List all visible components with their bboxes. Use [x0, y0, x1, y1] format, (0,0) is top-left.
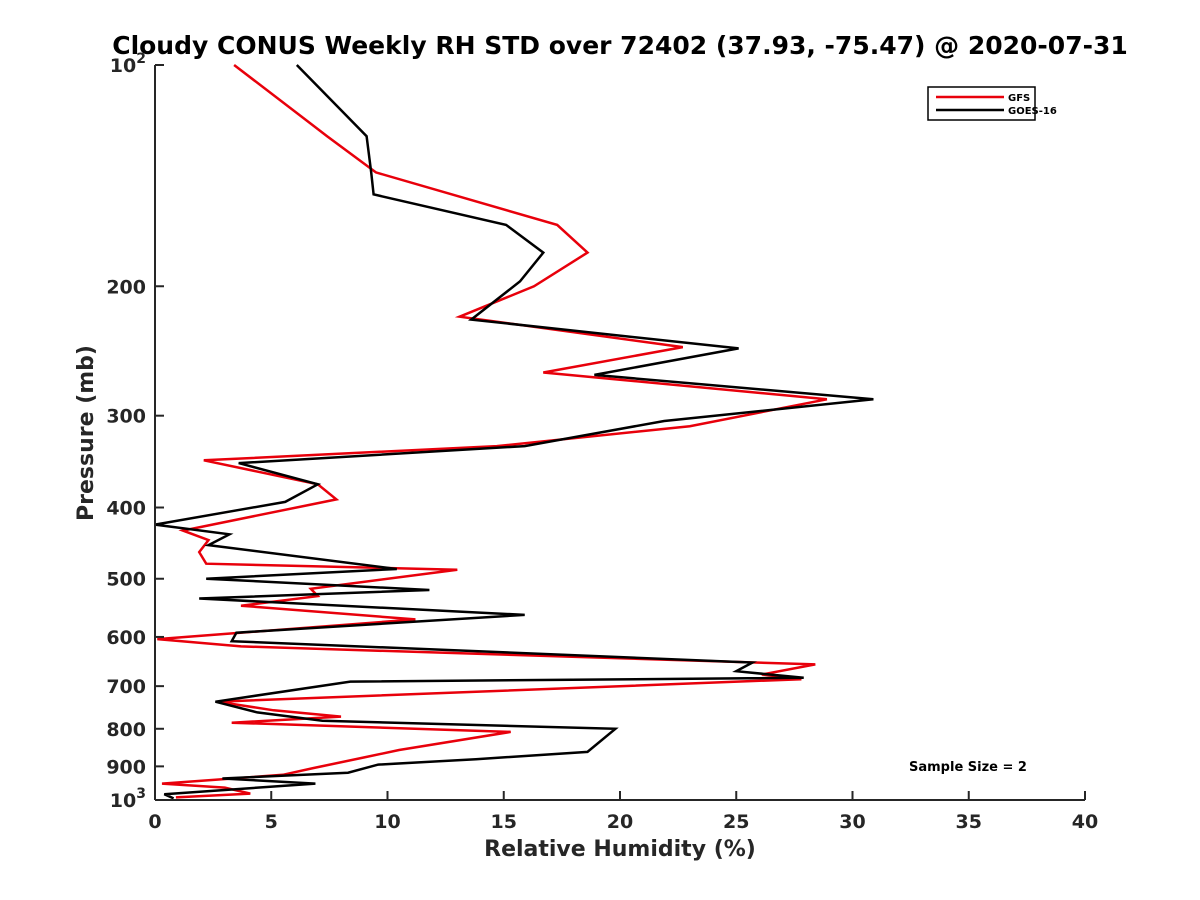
- sample-size-annotation: Sample Size = 2: [909, 760, 1027, 775]
- x-tick-label: 10: [374, 811, 400, 833]
- series-layer: [154, 64, 874, 800]
- chart-title: Cloudy CONUS Weekly RH STD over 72402 (3…: [112, 31, 1128, 60]
- y-tick-label: 400: [106, 498, 146, 520]
- legend: GFS GOES-16: [927, 86, 1057, 121]
- x-tick-label: 30: [839, 811, 865, 833]
- legend-label-goes16: GOES-16: [1008, 106, 1057, 117]
- y-tick-label: 300: [106, 406, 146, 428]
- y-tick-label: 200: [106, 276, 146, 298]
- legend-box: [927, 86, 1036, 121]
- x-axis-label: Relative Humidity (%): [484, 837, 756, 862]
- series-line-goes16: [154, 64, 874, 800]
- y-tick-label: 900: [106, 756, 146, 778]
- x-tick-label: 0: [148, 811, 161, 833]
- y-tick-label: 700: [106, 676, 146, 698]
- y-axis-label: Pressure (mb): [74, 345, 99, 521]
- x-tick-label: 20: [607, 811, 633, 833]
- series-line-gfs: [157, 64, 828, 799]
- y-tick-label: 800: [106, 719, 146, 741]
- y-tick-label: 600: [106, 627, 146, 649]
- legend-label-gfs: GFS: [1008, 93, 1030, 104]
- x-tick-label: 25: [723, 811, 749, 833]
- x-ticks: 0 5 10 15 20 25 30 35 40: [148, 791, 1098, 833]
- x-tick-label: 40: [1072, 811, 1098, 833]
- x-tick-label: 5: [265, 811, 278, 833]
- y-tick-label: 500: [106, 569, 146, 591]
- x-tick-label: 35: [956, 811, 982, 833]
- x-tick-label: 15: [491, 811, 517, 833]
